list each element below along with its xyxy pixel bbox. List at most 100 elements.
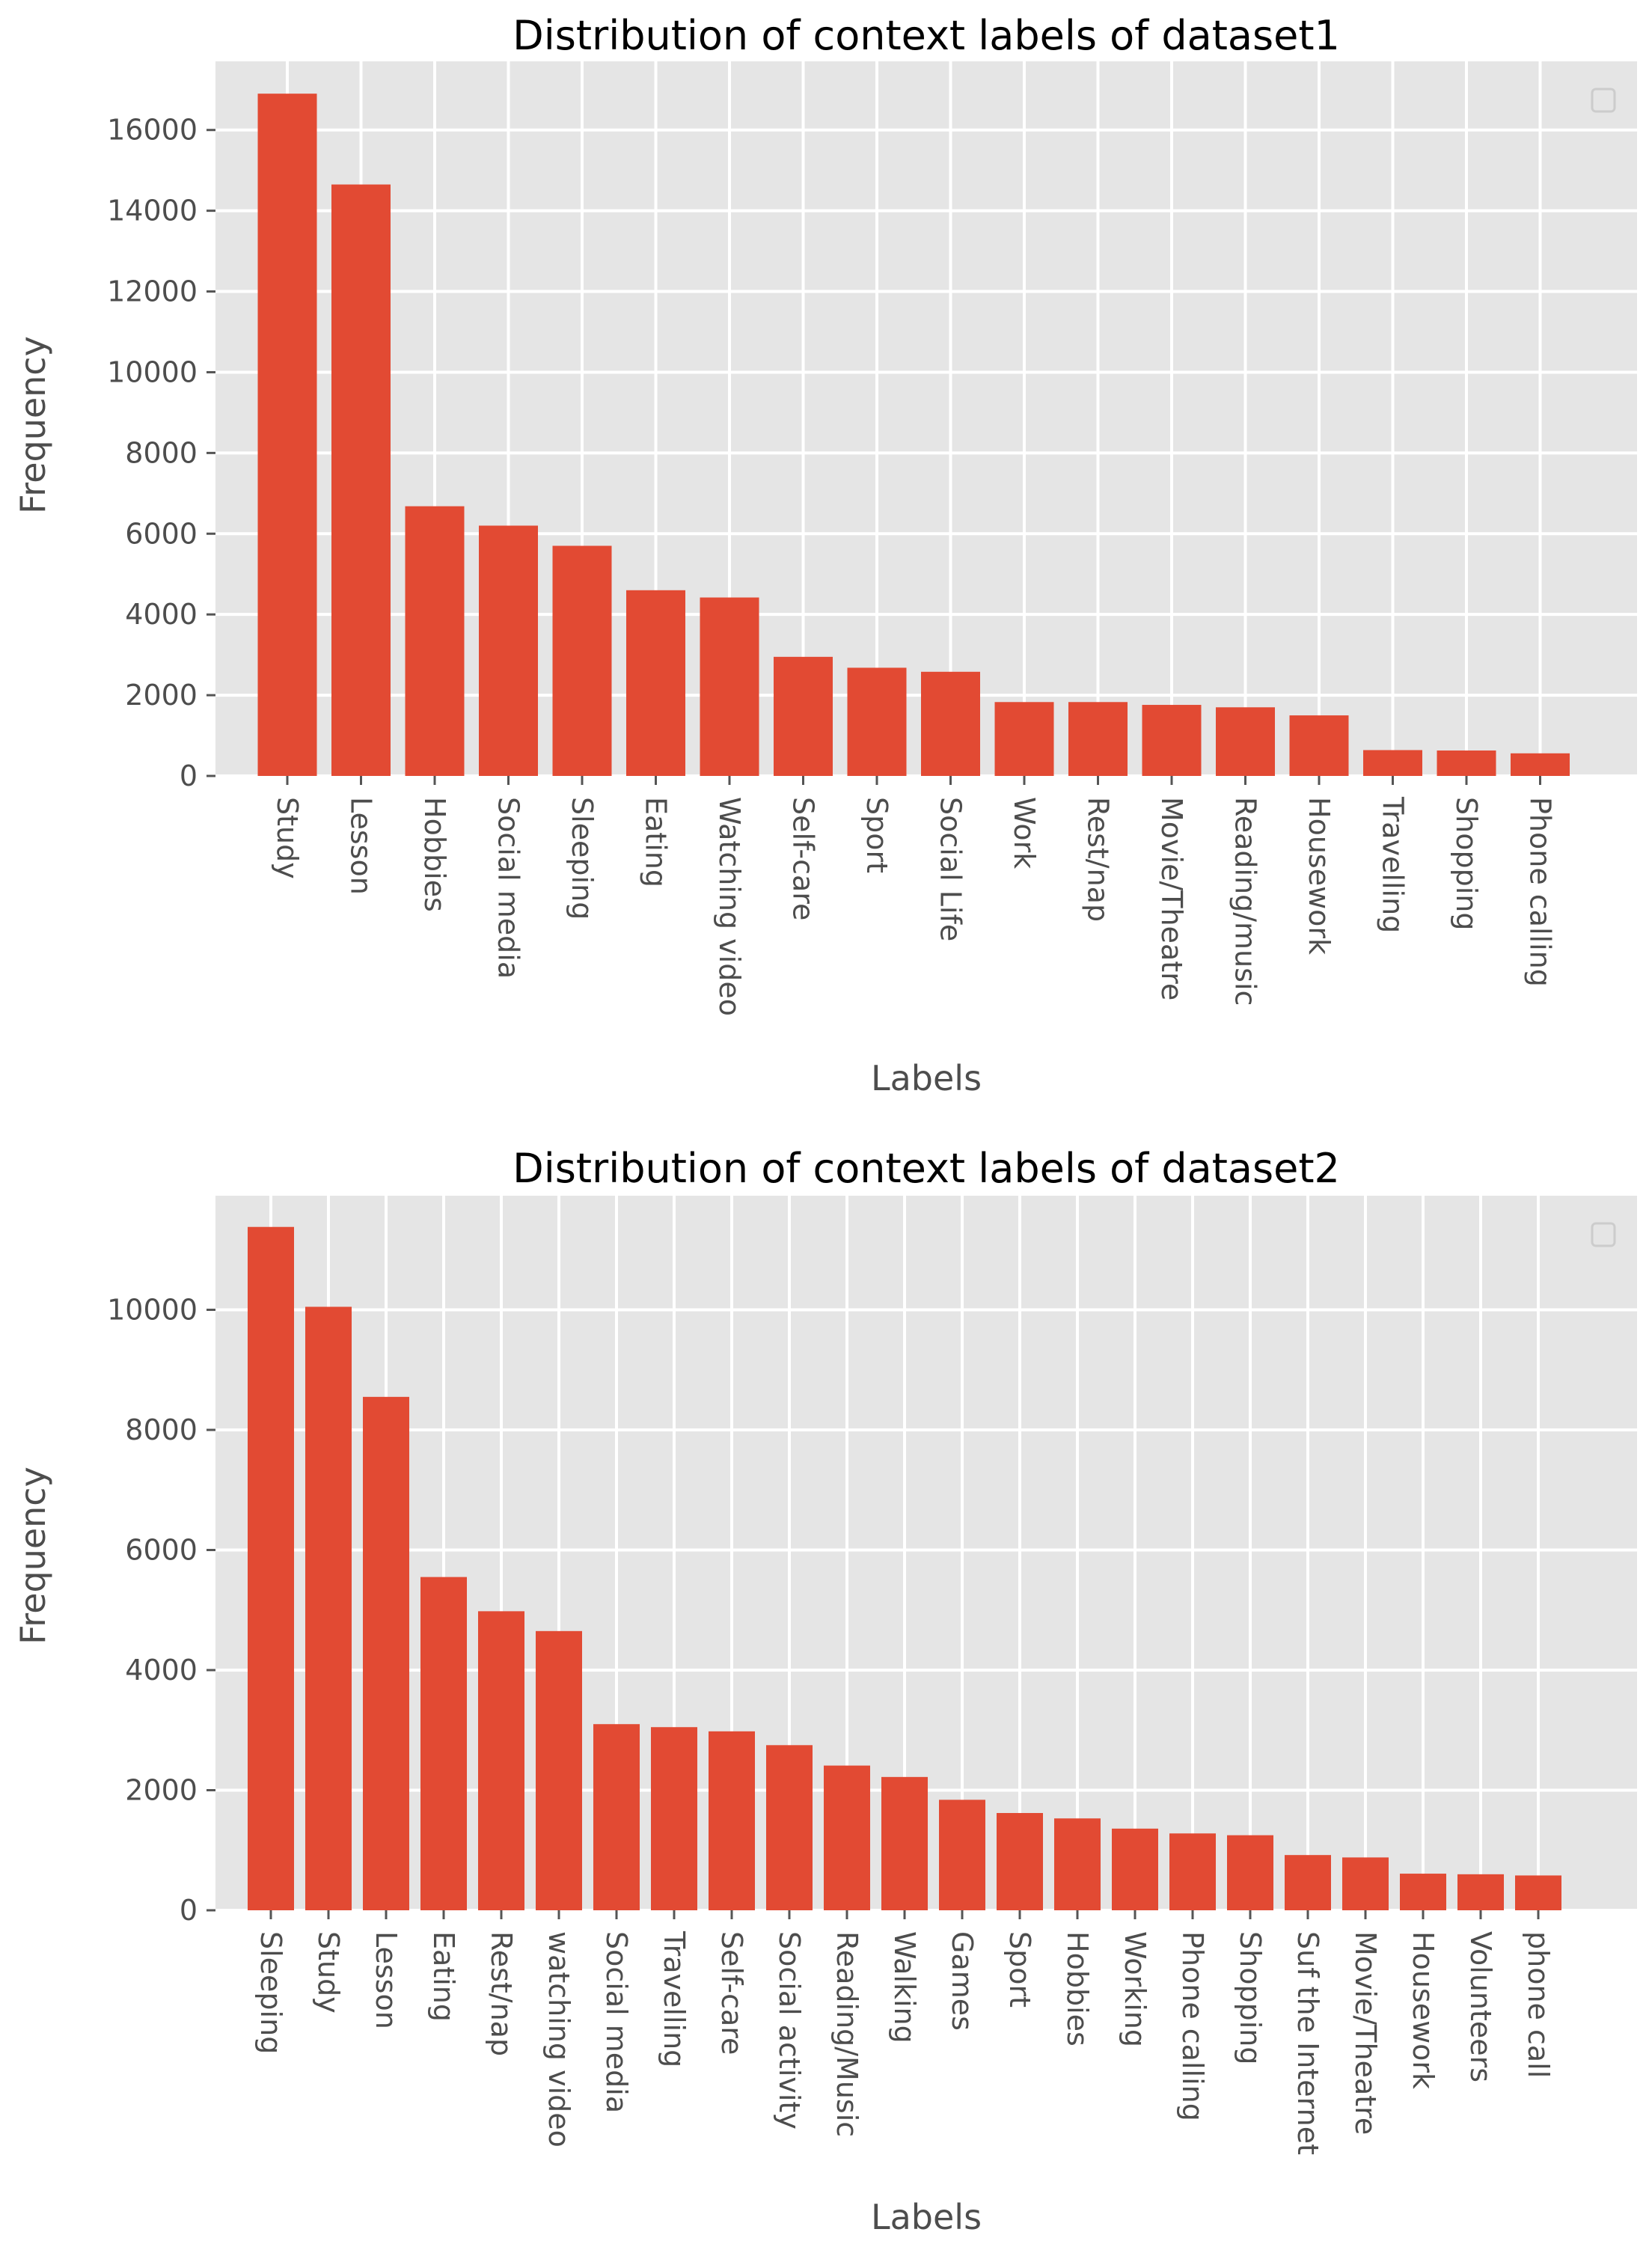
x-axis-label: Labels (871, 2197, 982, 2237)
bar (766, 1745, 813, 1910)
x-tick-label: Self-care (715, 1931, 748, 2055)
x-tick-label: Phone calling (1524, 797, 1557, 987)
x-tick-label: Hobbies (418, 797, 451, 912)
y-tick-label: 4000 (125, 598, 198, 631)
bar (478, 1611, 524, 1910)
x-tick-label: Hobbies (1061, 1931, 1094, 2046)
x-axis-label: Labels (871, 1058, 982, 1098)
bar (420, 1577, 467, 1910)
x-tick-label: Rest/nap (485, 1931, 518, 2056)
x-tick-label: Study (312, 1931, 345, 2014)
x-tick-label: Lesson (370, 1931, 403, 2029)
bar (881, 1776, 928, 1910)
bar (1054, 1818, 1101, 1910)
x-tick-label: watching video (542, 1931, 575, 2147)
y-tick-label: 0 (180, 759, 198, 792)
y-tick-label: 16000 (107, 114, 198, 147)
bar (709, 1731, 755, 1910)
bar (1515, 1875, 1561, 1910)
bar (651, 1727, 697, 1910)
bar (994, 702, 1054, 776)
bar (405, 506, 465, 776)
bar (1289, 715, 1349, 776)
y-tick-label: 14000 (107, 195, 198, 227)
x-tick-label: Social media (492, 797, 525, 979)
y-tick-label: 2000 (125, 679, 198, 712)
x-tick-label: Walking (888, 1931, 921, 2043)
y-tick-label: 6000 (125, 1533, 198, 1566)
bar (1437, 750, 1496, 776)
bar (1142, 705, 1202, 776)
bar (593, 1724, 640, 1910)
y-axis-label: Frequency (13, 336, 53, 514)
x-tick-label: Social media (600, 1931, 633, 2113)
bar (1511, 753, 1570, 776)
bar (1227, 1835, 1273, 1910)
legend-box (1591, 1222, 1616, 1247)
x-tick-label: Suf the Internet (1291, 1931, 1324, 2155)
x-tick-label: Social Life (934, 797, 967, 941)
x-tick-labels: Study Lesson Hobbies Social media Sleeping Ea… (271, 776, 1557, 1016)
x-tick-label: Study (271, 797, 304, 879)
bar (1285, 1855, 1331, 1910)
y-tick-label: 8000 (125, 1413, 198, 1446)
x-tick-label: Shopping (1450, 797, 1483, 930)
x-tick-label: Travelling (658, 1930, 691, 2067)
bar (331, 184, 391, 777)
bar (248, 1226, 294, 1910)
x-tick-label: Social activity (773, 1931, 806, 2130)
y-tick-label: 2000 (125, 1773, 198, 1806)
bar (1363, 750, 1422, 776)
y-tick-labels: 0 2000 4000 6000 8000 10000 12000 14000 16000 (107, 114, 215, 792)
bar (997, 1812, 1043, 1910)
x-tick-label: Eating (640, 797, 673, 887)
x-tick-label: Working (1119, 1931, 1151, 2047)
bar (257, 94, 317, 777)
x-tick-label: Movie/Theatre (1155, 797, 1188, 1000)
x-tick-labels: Sleeping Study Lesson Eating Rest/nap watchin… (254, 1910, 1555, 2155)
bar (1400, 1874, 1446, 1910)
x-tick-label: Housework (1407, 1931, 1440, 2089)
chart-title: Distribution of context labels of datase… (513, 1145, 1340, 1192)
bar (305, 1306, 352, 1910)
x-tick-label: phone call (1522, 1931, 1555, 2078)
bar (921, 671, 980, 776)
x-tick-label: Self-care (787, 797, 820, 920)
bar (700, 597, 759, 776)
y-axis-label: Frequency (13, 1467, 53, 1645)
x-tick-label: Sleeping (566, 797, 599, 920)
x-tick-label: Shopping (1234, 1931, 1267, 2064)
y-tick-label: 6000 (125, 517, 198, 550)
bar (824, 1765, 870, 1910)
x-tick-label: Games (946, 1931, 979, 2031)
bar (1342, 1857, 1389, 1910)
bar (1216, 707, 1275, 776)
chart-dataset1: 0 2000 4000 6000 8000 10000 12000 14000 16000 St… (13, 12, 1637, 1098)
bar (626, 590, 685, 776)
chart-title: Distribution of context labels of datase… (513, 12, 1340, 59)
bar (479, 525, 538, 776)
x-tick-label: Housework (1303, 797, 1336, 955)
x-tick-label: Eating (427, 1931, 460, 2022)
bar (552, 545, 612, 776)
bar (363, 1396, 409, 1910)
y-tick-label: 4000 (125, 1654, 198, 1687)
bar (774, 656, 833, 776)
x-tick-label: Reading/Music (830, 1931, 863, 2137)
x-tick-label: Travelling (1377, 796, 1410, 933)
x-tick-label: Movie/Theatre (1349, 1931, 1382, 2135)
bar (536, 1630, 582, 1910)
chart-dataset2: 0 2000 4000 6000 8000 10000 Sleeping Study Less… (13, 1145, 1637, 2237)
x-tick-label: Volunteers (1464, 1931, 1497, 2082)
x-tick-label: Rest/nap (1082, 797, 1115, 922)
x-tick-label: Reading/music (1229, 797, 1262, 1006)
y-tick-label: 8000 (125, 436, 198, 469)
x-tick-label: Sport (860, 797, 893, 873)
bars (248, 1226, 1561, 1910)
bar (1169, 1833, 1216, 1910)
bar (1068, 702, 1128, 776)
bar (1457, 1874, 1504, 1910)
x-tick-label: Watching video (713, 797, 746, 1016)
x-tick-label: Sleeping (254, 1931, 287, 2054)
